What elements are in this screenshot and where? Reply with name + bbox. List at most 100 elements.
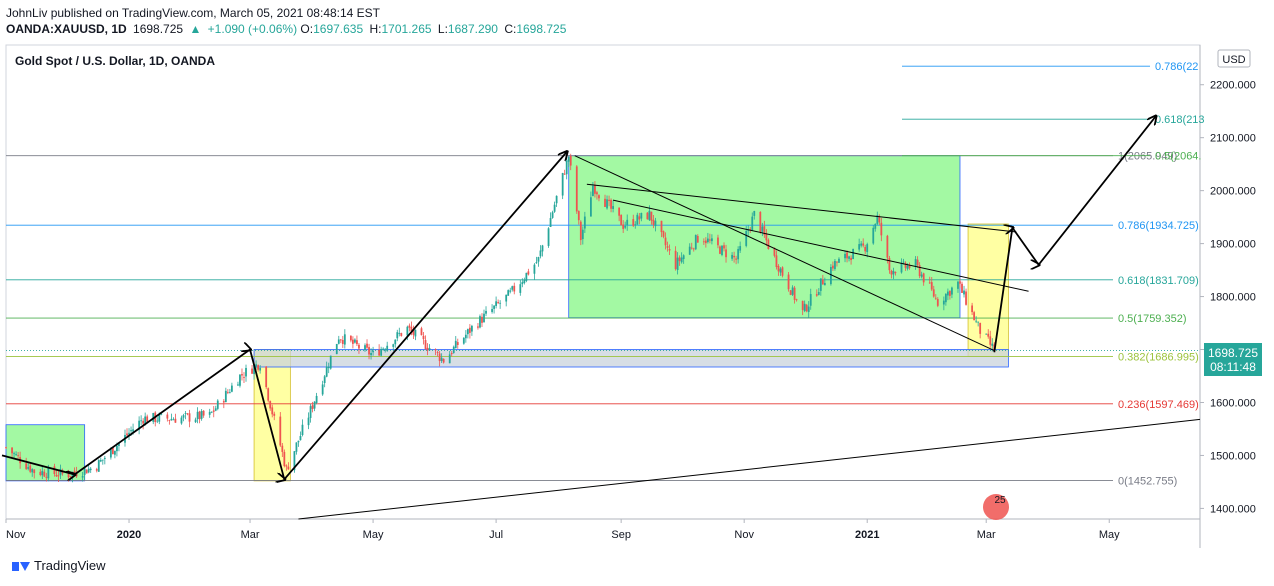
candle-body <box>965 291 967 305</box>
projection-arrow-path[interactable] <box>993 117 1155 353</box>
candle-body <box>692 248 695 250</box>
candle-body <box>708 239 711 241</box>
candle-body <box>598 195 600 199</box>
candle-body <box>640 212 643 219</box>
candle-body <box>767 239 770 249</box>
trend-line[interactable] <box>586 183 1017 233</box>
candle-body <box>325 366 328 377</box>
candle-body <box>210 411 213 413</box>
candle-body <box>271 407 274 415</box>
candle-body <box>610 199 612 209</box>
candle-body <box>13 453 15 455</box>
candle-body <box>985 333 988 335</box>
candle-body <box>864 246 867 252</box>
candle-body <box>89 468 92 471</box>
candle-body <box>815 294 818 296</box>
candle-body <box>789 290 792 295</box>
candle-body <box>944 293 947 303</box>
last-price: 1698.725 <box>133 22 184 36</box>
trend-line[interactable] <box>612 199 1029 292</box>
open-label: O: <box>300 22 314 36</box>
candle-body <box>182 415 185 418</box>
candle-body <box>781 267 784 276</box>
change-value: +1.090 (+0.06%) <box>207 22 298 36</box>
candle-body <box>406 326 409 336</box>
candle-body <box>775 255 778 268</box>
candle-body <box>519 284 522 293</box>
candle-body <box>55 474 58 477</box>
candle-body <box>664 237 667 246</box>
candle-body <box>906 265 909 269</box>
candle-body <box>67 473 70 478</box>
candle-body <box>400 333 403 336</box>
fib-extension-label: 0.5(2064. <box>1155 151 1201 163</box>
currency-button[interactable] <box>1217 49 1251 68</box>
candle-body <box>354 339 356 343</box>
candle-body <box>696 235 699 243</box>
trend-line[interactable] <box>574 155 995 352</box>
y-tick-label: 1600.000 <box>1210 397 1256 409</box>
candle-body <box>975 320 978 322</box>
candle-body <box>15 454 17 455</box>
candle-body <box>539 250 542 257</box>
candle-body <box>537 257 540 262</box>
candle-body <box>327 367 330 369</box>
event-flag-icon <box>983 494 1009 520</box>
candle-body <box>914 259 917 267</box>
candle-body <box>830 267 832 285</box>
candle-body <box>920 274 923 277</box>
candle-body <box>890 270 893 275</box>
candle-body <box>81 476 84 478</box>
candle-body <box>892 270 895 275</box>
candle-body <box>47 467 50 479</box>
candle-body <box>581 229 584 240</box>
candle-body <box>265 366 268 388</box>
tradingview-logo[interactable]: TradingView <box>12 558 106 573</box>
candle-body <box>414 329 417 337</box>
candle-body <box>739 246 742 251</box>
candle-body <box>315 395 318 403</box>
candle-body <box>511 286 514 290</box>
candle-body <box>396 332 399 339</box>
impulse-arrow-path[interactable] <box>1 152 567 479</box>
candle-body <box>140 420 143 422</box>
candle-body <box>973 312 976 321</box>
candle-body <box>493 305 495 309</box>
candle-body <box>902 261 905 263</box>
gray-zone-rect[interactable] <box>253 349 1009 368</box>
low-value: 1687.290 <box>447 22 498 36</box>
symbol-label[interactable]: OANDA:XAUUSD, 1D <box>6 22 127 36</box>
fib-level-label: 0.382(1686.995) <box>1118 351 1199 363</box>
ohlc-row: OANDA:XAUUSD, 1D 1698.725 ▲ +1.090 (+0.0… <box>6 21 569 37</box>
candle-body <box>130 430 132 432</box>
y-tick-label: 2200.000 <box>1210 80 1256 92</box>
candle-body <box>378 350 381 356</box>
candle-body <box>886 235 889 258</box>
candle-body <box>370 353 372 356</box>
candle-body <box>932 289 935 297</box>
candle-body <box>916 259 919 265</box>
candle-body <box>844 253 846 259</box>
candle-body <box>535 262 538 264</box>
x-tick-label: May <box>1099 529 1120 541</box>
candle-body <box>408 325 411 328</box>
x-tick-label: 2020 <box>117 529 141 541</box>
trend-line[interactable] <box>298 418 1201 520</box>
last-price-tag-box <box>1204 343 1262 376</box>
candle-body <box>888 258 891 271</box>
candle-body <box>949 290 951 296</box>
candle-body <box>541 245 544 252</box>
candle-body <box>132 429 134 432</box>
candle-body <box>384 349 387 351</box>
candle-body <box>180 417 183 424</box>
candle-body <box>33 469 36 474</box>
candle-body <box>765 233 768 241</box>
candle-body <box>170 418 173 421</box>
candle-body <box>352 339 354 344</box>
candle-body <box>285 465 288 467</box>
candle-body <box>101 459 104 461</box>
candle-body <box>329 355 332 369</box>
event-badge[interactable]: 25 <box>983 494 1009 520</box>
candle-body <box>273 413 276 416</box>
